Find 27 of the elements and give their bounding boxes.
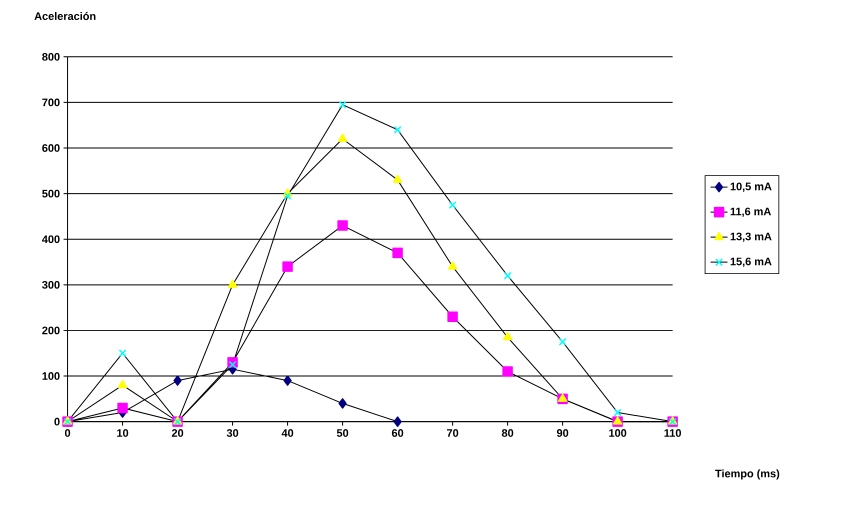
x-tick-label: 0 <box>64 428 70 437</box>
x-tick-label: 40 <box>282 428 294 437</box>
x-tick-label: 60 <box>392 428 404 437</box>
y-tick-label: 700 <box>42 98 60 106</box>
y-tick-label: 0 <box>54 418 60 426</box>
x-tick-label: 90 <box>556 428 568 437</box>
y-tick-label: 300 <box>42 280 60 289</box>
x-axis-title: Tiempo (ms) <box>715 469 780 480</box>
x-tick-label: 50 <box>336 428 348 437</box>
x-tick-label: 10 <box>117 428 128 437</box>
x-tick-label: 110 <box>664 428 681 437</box>
y-tick-label: 600 <box>42 144 60 152</box>
y-tick-label: 100 <box>42 372 60 380</box>
x-tick-label: 70 <box>446 428 458 437</box>
legend-label: 10,5 mA <box>730 182 772 192</box>
x-tick-label: 20 <box>172 428 184 437</box>
y-tick-label: 800 <box>42 52 60 60</box>
y-tick-label: 200 <box>42 326 60 334</box>
y-tick-label: 500 <box>42 190 60 198</box>
x-tick-label: 80 <box>502 428 514 437</box>
legend-label: 15,6 mA <box>730 257 772 267</box>
x-tick-label: 100 <box>609 428 626 437</box>
x-tick-label: 30 <box>226 428 238 437</box>
y-axis-title: Aceleración <box>34 12 96 20</box>
legend-label: 13,3 mA <box>730 232 772 242</box>
y-tick-label: 400 <box>42 235 60 243</box>
legend-label: 11,6 mA <box>730 207 771 217</box>
